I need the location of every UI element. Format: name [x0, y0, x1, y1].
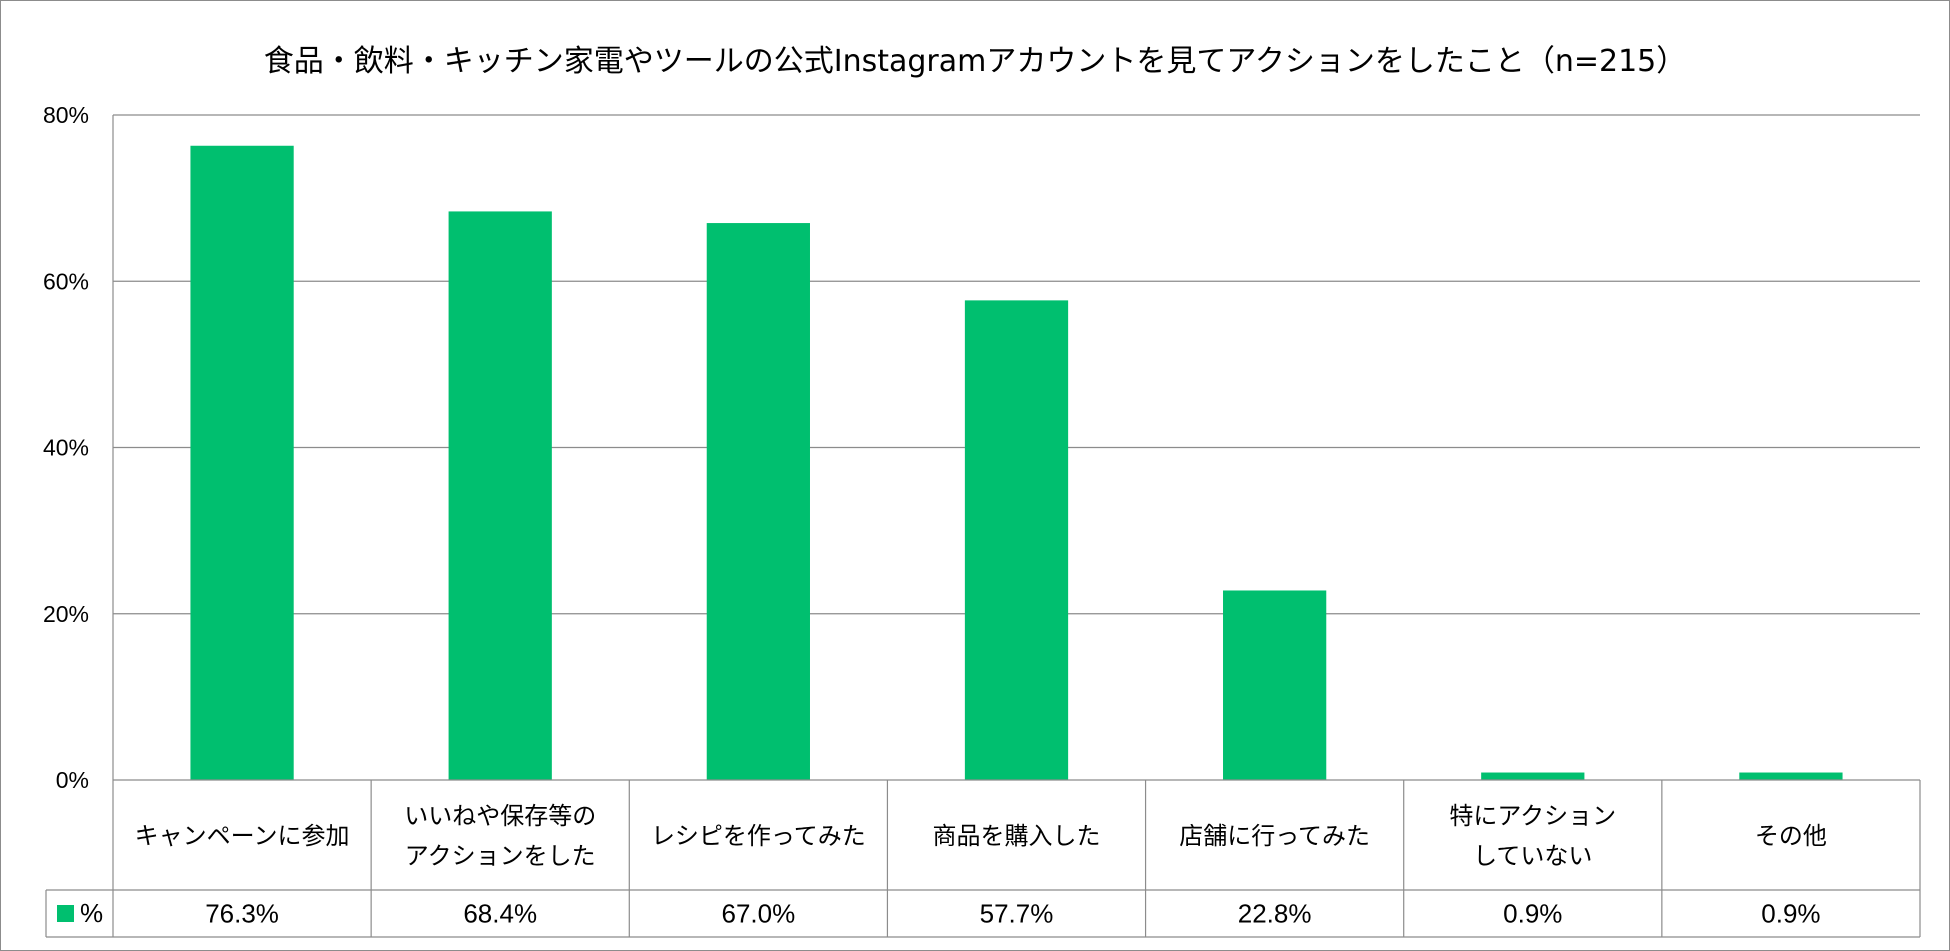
y-tick-label: 20% [43, 601, 89, 627]
bar [1481, 772, 1585, 780]
category-label: レシピを作ってみた [651, 822, 866, 850]
value-label: 22.8% [1238, 899, 1312, 929]
category-label: キャンペーンに参加 [135, 822, 350, 850]
value-label: 0.9% [1761, 899, 1820, 929]
value-label: 57.7% [980, 899, 1054, 929]
bar [1739, 772, 1843, 780]
value-label: 76.3% [205, 899, 279, 929]
category-label: アクションをした [405, 842, 596, 870]
bar [448, 211, 552, 781]
category-label: 特にアクション [1449, 802, 1616, 830]
chart-title: 食品・飲料・キッチン家電やツールの公式Instagramアカウントを見てアクショ… [263, 44, 1687, 79]
category-label: その他 [1755, 822, 1827, 850]
bar [190, 145, 294, 781]
category-label: していない [1473, 842, 1592, 870]
category-label: いいねや保存等の [404, 802, 596, 830]
y-tick-label: 80% [43, 102, 89, 128]
legend-label: % [80, 898, 103, 928]
y-tick-label: 0% [56, 767, 89, 793]
bar [964, 300, 1069, 780]
bar [706, 223, 810, 780]
category-label: 店舗に行ってみた [1179, 822, 1370, 850]
category-label: 商品を購入した [933, 822, 1101, 850]
y-tick-label: 40% [43, 435, 89, 461]
value-label: 0.9% [1503, 899, 1562, 929]
y-tick-label: 60% [43, 268, 89, 294]
bar [1223, 590, 1327, 780]
value-label: 67.0% [721, 899, 795, 929]
value-label: 68.4% [463, 899, 537, 929]
legend-swatch [57, 905, 74, 922]
